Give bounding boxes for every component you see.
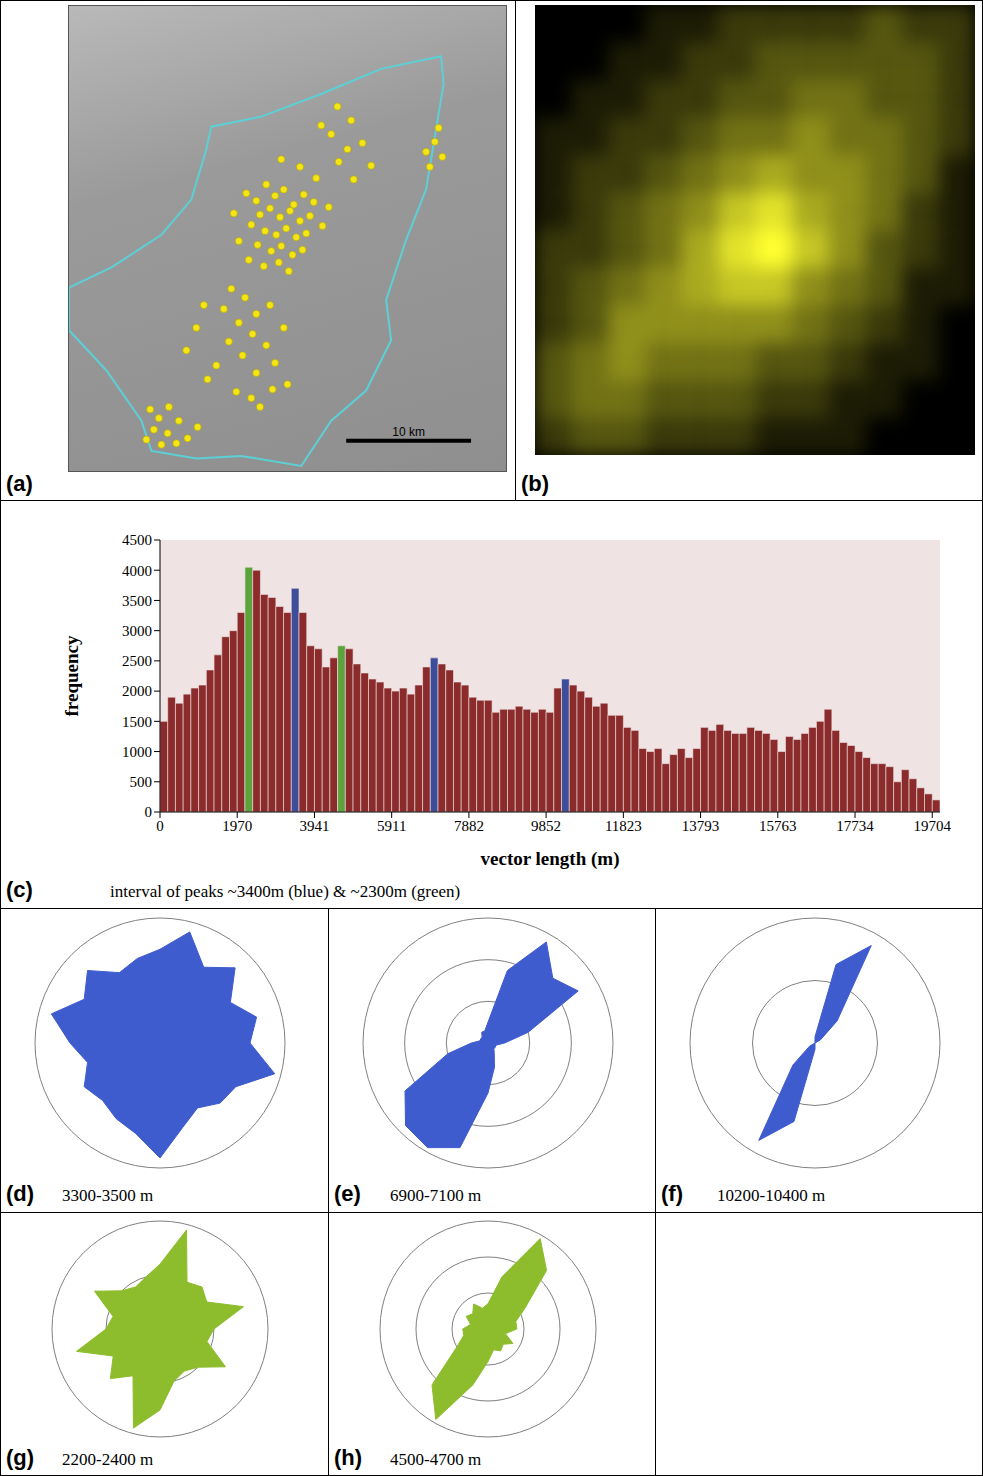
- svg-text:2000: 2000: [122, 683, 152, 699]
- html-text:(h): (h): [334, 1445, 363, 1470]
- html-text:3300-3500 m: 3300-3500 m: [62, 1186, 154, 1205]
- svg-text:1970: 1970: [222, 818, 252, 834]
- html-text:6900-7100 m: 6900-7100 m: [390, 1186, 482, 1205]
- svg-text:19704: 19704: [913, 818, 951, 834]
- svg-text:500: 500: [130, 774, 153, 790]
- html-text:(e): (e): [334, 1181, 361, 1206]
- svg-text:11823: 11823: [605, 818, 642, 834]
- svg-text:vector length (m): vector length (m): [481, 848, 620, 870]
- svg-text:9852: 9852: [531, 818, 561, 834]
- html-text:10200-10400 m: 10200-10400 m: [717, 1186, 826, 1205]
- svg-text:1000: 1000: [122, 744, 152, 760]
- html-text:(b): (b): [521, 471, 550, 496]
- svg-text:17734: 17734: [836, 818, 874, 834]
- svg-text:0: 0: [156, 818, 164, 834]
- html-text:2200-2400 m: 2200-2400 m: [62, 1450, 154, 1469]
- html-text:4500-4700 m: 4500-4700 m: [390, 1450, 482, 1469]
- svg-text:0: 0: [145, 804, 153, 820]
- svg-text:1500: 1500: [122, 714, 152, 730]
- svg-text:3941: 3941: [299, 818, 329, 834]
- svg-text:2500: 2500: [122, 653, 152, 669]
- html-text:(a): (a): [6, 471, 33, 496]
- svg-text:3000: 3000: [122, 623, 152, 639]
- svg-text:3500: 3500: [122, 593, 152, 609]
- html-text:(d): (d): [6, 1181, 35, 1206]
- html-text:(f): (f): [661, 1181, 683, 1206]
- html-text:interval of peaks ~3400m (blue: interval of peaks ~3400m (blue) & ~2300m…: [110, 882, 461, 901]
- svg-text:4000: 4000: [122, 563, 152, 579]
- svg-text:10 km: 10 km: [392, 425, 425, 439]
- svg-text:13793: 13793: [682, 818, 720, 834]
- svg-text:frequency: frequency: [61, 635, 82, 716]
- svg-text:5911: 5911: [377, 818, 406, 834]
- html-text:(c): (c): [6, 877, 33, 902]
- svg-text:4500: 4500: [122, 532, 152, 548]
- svg-text:15763: 15763: [759, 818, 797, 834]
- svg-text:7882: 7882: [454, 818, 484, 834]
- html-text:(g): (g): [6, 1445, 35, 1470]
